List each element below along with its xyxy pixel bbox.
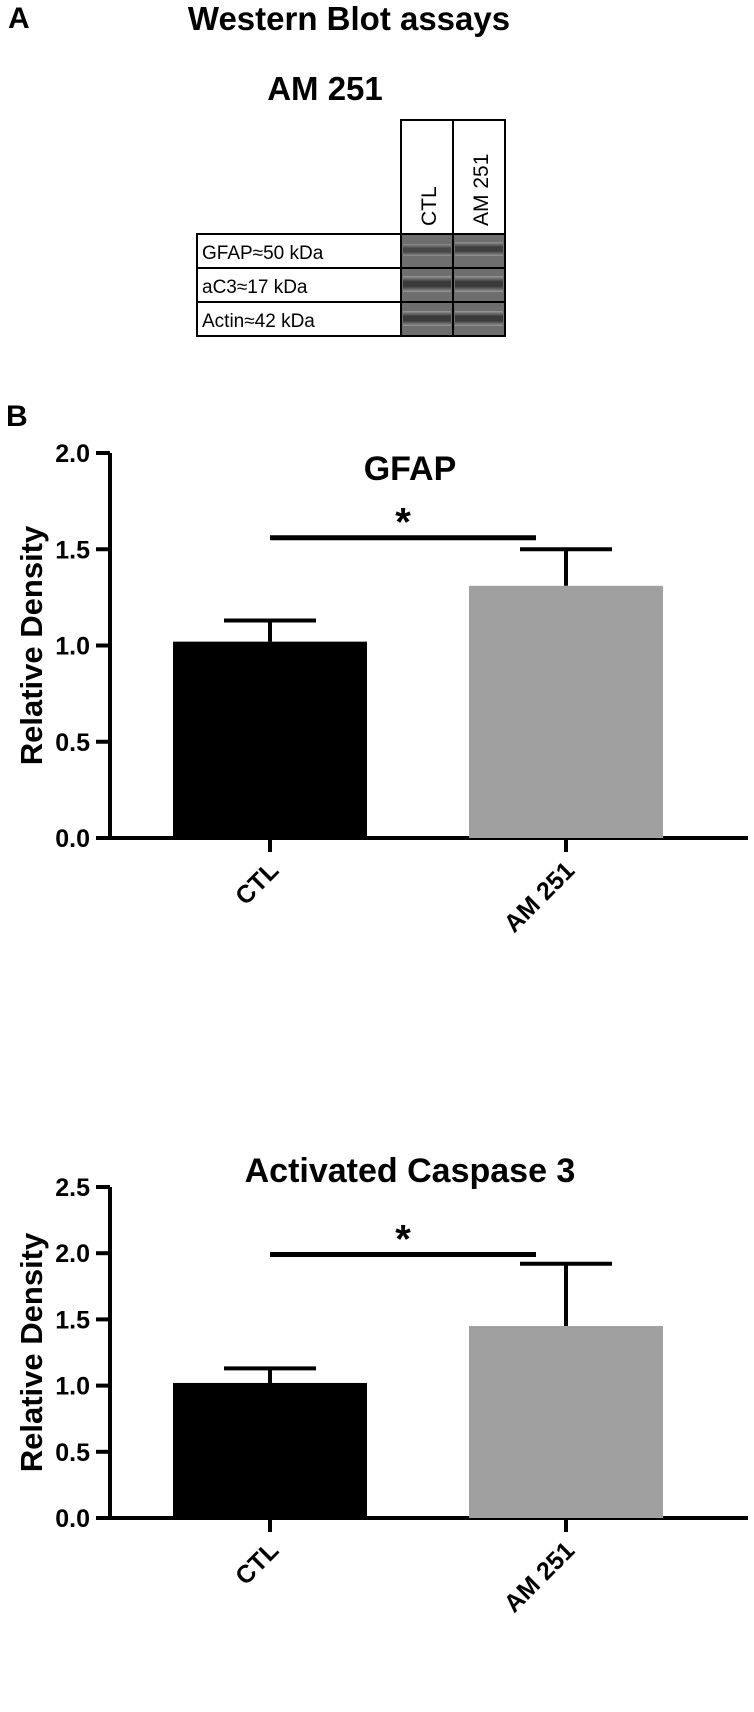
blot-strips [400, 233, 506, 337]
band-actin-am251 [455, 311, 503, 326]
significance-star: * [395, 1218, 411, 1262]
bar-ctl [173, 1382, 367, 1518]
x-tick-label: CTL [230, 856, 284, 910]
band-label-box-gfap [196, 233, 402, 269]
y-tick-label: 1.5 [55, 536, 90, 564]
y-axis-label: Relative Density [14, 1232, 49, 1472]
x-tick-label: AM 251 [499, 1536, 581, 1618]
bar-ctl [173, 641, 367, 838]
y-tick-label: 0.0 [55, 1505, 90, 1533]
y-tick-label: 2.5 [55, 1174, 90, 1202]
y-tick-label: 2.0 [55, 1240, 90, 1268]
panel-b-letter: B [6, 400, 28, 433]
bar-am-251 [469, 1326, 663, 1518]
band-ac3-ctl [403, 276, 451, 292]
y-tick-label: 0.5 [55, 1439, 90, 1467]
western-blot-figure: CTL AM 251 GFAP≈50 kDa aC3≈17 kDa Actin≈… [196, 119, 506, 337]
y-tick-label: 0.0 [55, 825, 90, 853]
bar-am-251 [469, 585, 663, 838]
band-label-box-actin [196, 301, 402, 337]
band-label-ac3: aC3≈17 kDa [202, 277, 308, 298]
y-tick-label: 0.5 [55, 729, 90, 757]
band-label-gfap: GFAP≈50 kDa [202, 243, 324, 264]
x-tick-label: AM 251 [499, 856, 581, 938]
panel-a-letter: A [8, 2, 30, 35]
chart-title: Activated Caspase 3 [245, 1152, 576, 1190]
band-ac3-am251 [455, 276, 503, 292]
western-blot-title: Western Blot assays [187, 0, 511, 37]
y-tick-label: 1.5 [55, 1306, 90, 1334]
y-tick-label: 1.0 [55, 1373, 90, 1401]
chart-title: GFAP [364, 450, 457, 488]
band-gfap-am251 [455, 242, 503, 256]
lane-header-box-am251 [452, 119, 506, 235]
x-tick-label: CTL [230, 1536, 284, 1590]
caspase3-chart: Activated Caspase 3 Relative Density 0.0 0.… [0, 1100, 754, 1710]
lane-label-ctl: CTL [418, 186, 441, 226]
lane-label-am251: AM 251 [470, 154, 493, 226]
y-tick-label: 1.0 [55, 633, 90, 661]
gfap-chart: GFAP Relative Density 0.0 0.5 1.0 1.5 2.0 CTL AM… [0, 420, 754, 980]
band-gfap-ctl [403, 244, 451, 256]
significance-star: * [395, 501, 411, 545]
band-actin-ctl [403, 311, 451, 326]
band-label-actin: Actin≈42 kDa [202, 311, 315, 332]
y-axis-label: Relative Density [14, 525, 49, 765]
western-blot-subtitle: AM 251 [267, 70, 383, 107]
y-tick-label: 2.0 [55, 440, 90, 468]
